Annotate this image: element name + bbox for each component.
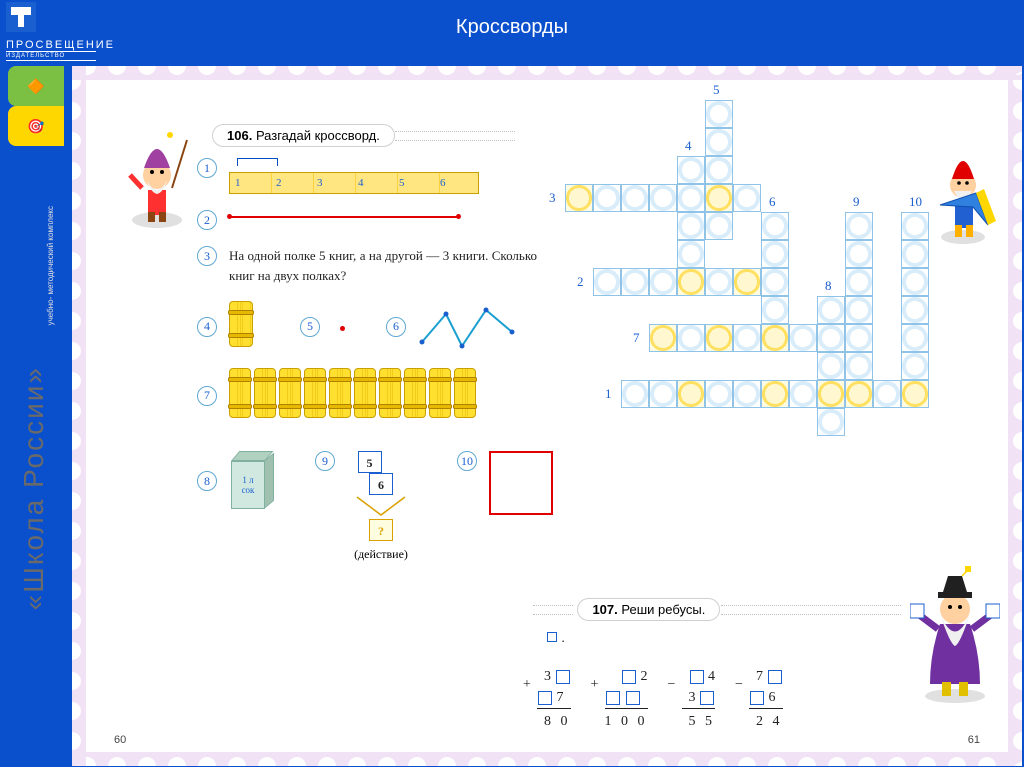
page-num-right: 61	[968, 734, 980, 746]
clue-8: 8 1 лсок	[197, 451, 275, 511]
ten-bundles	[229, 368, 479, 423]
bundle-figure	[229, 301, 256, 352]
clue-2: 2	[197, 210, 537, 230]
task-107-header: 107. Реши ребусы. .	[537, 598, 907, 647]
rebus-row: + 3 7 8 0+ 2 1 0 0− 4 3 5 5− 7 6 2 4	[537, 666, 783, 732]
clue-9: 9 5 6 ? (действие)	[315, 451, 417, 562]
cube-icon: 🔶	[27, 78, 44, 95]
red-segment	[229, 216, 459, 218]
umk-label: учебно- методический комплекс	[46, 206, 56, 325]
clue-num-6: 6	[386, 317, 406, 337]
logo-icon	[6, 2, 36, 32]
sidebar-tab-1[interactable]: 🔶	[8, 66, 64, 106]
series-name: «Школа России»	[18, 366, 50, 610]
publisher-sub: ИЗДАТЕЛЬСТВО	[6, 51, 96, 61]
header: ПРОСВЕЩЕНИЕ ИЗДАТЕЛЬСТВО Кроссворды	[0, 0, 1024, 66]
ruler-figure: 123456	[229, 158, 479, 194]
task-107-num: 107.	[592, 602, 617, 617]
publisher-name: ПРОСВЕЩЕНИЕ	[6, 39, 115, 51]
target-icon: 🎯	[27, 118, 44, 135]
clue-3: 3 На одной полке 5 книг, а на другой — 3…	[197, 246, 537, 285]
clue-num-8: 8	[197, 471, 217, 491]
clues-column: 1 123456 2 3 На одной полке 5 к	[197, 120, 537, 562]
page-frame: 106. Разгадай кроссворд. 1 123456	[72, 66, 1022, 766]
task-107-text: Реши ребусы.	[621, 602, 705, 617]
red-dot	[340, 326, 345, 331]
gnome-scholar-illustration	[910, 554, 1000, 704]
clue-num-10: 10	[457, 451, 477, 471]
clue-4-5-6: 4 5 6	[197, 301, 537, 352]
juice-box: 1 лсок	[229, 451, 275, 511]
clue-num-4: 4	[197, 317, 217, 337]
page-num-left: 60	[114, 734, 126, 746]
clue-1: 1 123456	[197, 158, 537, 194]
clue-num-2: 2	[197, 210, 217, 230]
clue-3-text: На одной полке 5 книг, а на другой — 3 к…	[229, 246, 537, 285]
page-title: Кроссворды	[0, 0, 1024, 39]
clue-num-9: 9	[315, 451, 335, 471]
clue-num-1: 1	[197, 158, 217, 178]
sidebar-tab-2[interactable]: 🎯	[8, 106, 64, 146]
action-diagram: 5 6 ? (действие)	[345, 451, 417, 562]
gnome-left-illustration	[122, 120, 192, 230]
clue-7: 7	[197, 368, 537, 423]
clue-num-3: 3	[197, 246, 217, 266]
left-sidebar: 🔶 🎯 учебно- методический комплекс «Школа…	[0, 66, 72, 766]
action-caption: (действие)	[345, 547, 417, 562]
publisher-logo: ПРОСВЕЩЕНИЕ ИЗДАТЕЛЬСТВО	[6, 2, 115, 61]
clue-num-5: 5	[300, 317, 320, 337]
clue-num-7: 7	[197, 386, 217, 406]
crossword-grid: 54369102871	[537, 100, 967, 480]
zigzag-figure	[418, 302, 518, 352]
